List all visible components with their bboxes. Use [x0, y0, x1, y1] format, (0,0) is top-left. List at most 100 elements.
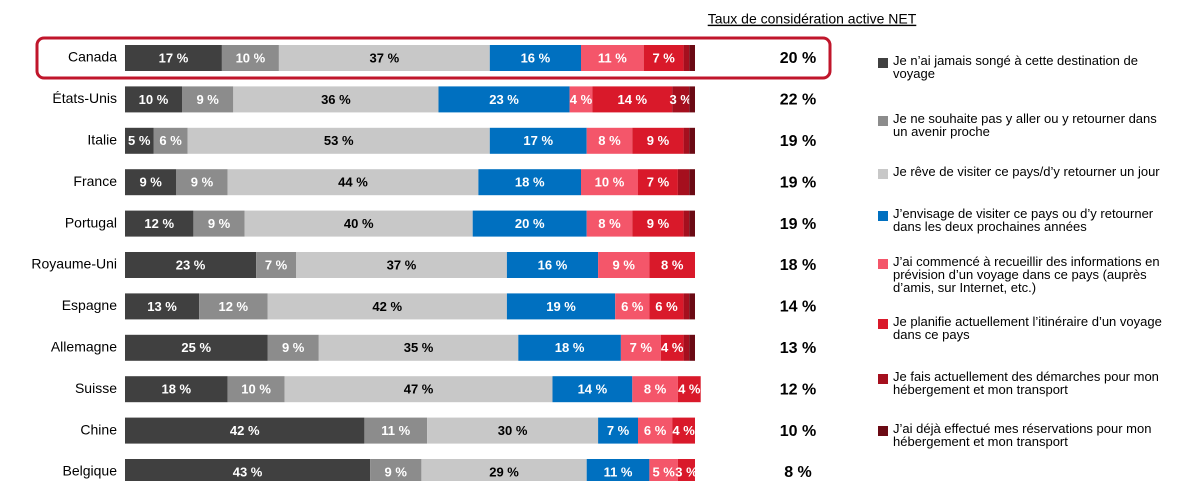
value-label: 4 %: [672, 423, 695, 438]
bar-segment: [598, 252, 650, 278]
bar-segment: [620, 334, 661, 361]
bar-segment: [632, 376, 678, 403]
bar-segment: [586, 459, 650, 481]
value-label: 7 %: [265, 257, 288, 272]
value-label: 20 %: [515, 216, 545, 231]
value-label: 7 %: [630, 340, 653, 355]
legend-item: Je rêve de visiter ce pays/d’y retourner…: [878, 165, 1173, 179]
value-label: 6 %: [655, 299, 678, 314]
value-label: 6 %: [644, 423, 667, 438]
value-label: 11 %: [598, 50, 627, 65]
net-value: 14 %: [780, 299, 816, 316]
bar-segment: [649, 459, 678, 481]
value-label: 35 %: [404, 340, 434, 355]
value-label: 5 %: [652, 464, 675, 479]
value-label: 36 %: [321, 92, 351, 107]
legend-swatch: [878, 319, 888, 329]
net-title: Taux de considération active NET: [708, 11, 917, 27]
bar-segment: [199, 293, 268, 320]
bar-segment: [193, 210, 245, 237]
bar-segment: [182, 86, 234, 113]
bar-segment: [125, 376, 228, 403]
bar-segment: [689, 293, 695, 320]
bar-segment: [643, 45, 684, 71]
category-label: Royaume-Uni: [31, 256, 117, 272]
value-label: 47 %: [404, 382, 434, 397]
value-label: 10 %: [236, 50, 266, 65]
value-label: 6 %: [159, 133, 182, 148]
bar-segment: [683, 334, 690, 361]
net-value: 19 %: [780, 174, 816, 191]
category-label: États-Unis: [52, 90, 117, 106]
net-value: 18 %: [780, 257, 816, 274]
value-label: 9 %: [647, 216, 670, 231]
bar-segment: [364, 417, 428, 444]
bar-segment: [672, 86, 690, 113]
bar-segment: [660, 334, 684, 361]
value-label: 16 %: [521, 50, 551, 65]
bar-segment: [421, 459, 587, 481]
legend-label: J’ai déjà effectué mes réservations pour…: [893, 421, 1152, 449]
value-label: 11 %: [604, 464, 633, 479]
bar-segment: [689, 45, 695, 71]
value-label: 9 %: [282, 340, 305, 355]
bar-segment: [267, 334, 319, 361]
category-label: France: [73, 173, 117, 189]
value-label: 4 %: [570, 92, 593, 107]
bar-segment: [677, 459, 695, 481]
legend-item: Je n’ai jamais songé à cette destination…: [878, 54, 1173, 80]
bar-segment: [125, 169, 177, 196]
value-label: 8 %: [598, 133, 621, 148]
value-label: 17 %: [523, 133, 553, 148]
value-label: 14 %: [578, 382, 608, 397]
value-label: 3 %: [670, 92, 693, 107]
bar-segment: [125, 210, 194, 237]
bar-segment: [649, 252, 695, 278]
value-label: 3 %: [675, 464, 698, 479]
legend-item: Je fais actuellement des démarches pour …: [878, 370, 1173, 396]
bar-segment: [586, 127, 633, 154]
legend-item: Je ne souhaite pas y aller ou y retourne…: [878, 112, 1173, 138]
value-label: 8 %: [644, 382, 667, 397]
value-label: 23 %: [489, 92, 519, 107]
value-label: 10 %: [241, 382, 271, 397]
category-label: Italie: [87, 132, 117, 148]
value-label: 42 %: [230, 423, 260, 438]
bar-segment: [284, 376, 553, 403]
legend-label: J’envisage de visiter ce pays ou d’y ret…: [893, 206, 1154, 234]
bar-segment: [638, 417, 673, 444]
value-label: 9 %: [139, 175, 162, 190]
value-label: 9 %: [208, 216, 231, 231]
bar-segment: [125, 293, 200, 320]
bar-segment: [518, 334, 621, 361]
value-label: 7 %: [652, 50, 675, 65]
value-label: 12 %: [218, 299, 248, 314]
bar-segment: [683, 45, 690, 71]
bar-segment: [598, 417, 638, 444]
legend-swatch: [878, 211, 888, 221]
legend-label: Je planifie actuellement l’itinéraire d’…: [893, 314, 1162, 342]
legend-swatch: [878, 426, 888, 436]
bar-segment: [506, 293, 616, 320]
bar-segment: [581, 45, 644, 71]
highlight-box: [35, 36, 832, 80]
bar-segment: [506, 252, 599, 278]
net-value: 22 %: [780, 92, 816, 109]
bar-segment: [689, 86, 695, 113]
bar-segment: [267, 293, 507, 320]
value-label: 18 %: [515, 175, 545, 190]
bar-segment: [586, 210, 633, 237]
legend-item: J’ai commencé à recueillir des informati…: [878, 255, 1173, 294]
value-label: 9 %: [647, 133, 670, 148]
value-label: 18 %: [161, 382, 191, 397]
value-label: 19 %: [546, 299, 576, 314]
bar-segment: [125, 127, 154, 154]
value-label: 14 %: [617, 92, 647, 107]
bar-segment: [638, 169, 678, 196]
value-label: 23 %: [176, 257, 206, 272]
bar-segment: [472, 210, 587, 237]
net-value: 19 %: [780, 133, 816, 150]
value-label: 37 %: [370, 50, 400, 65]
